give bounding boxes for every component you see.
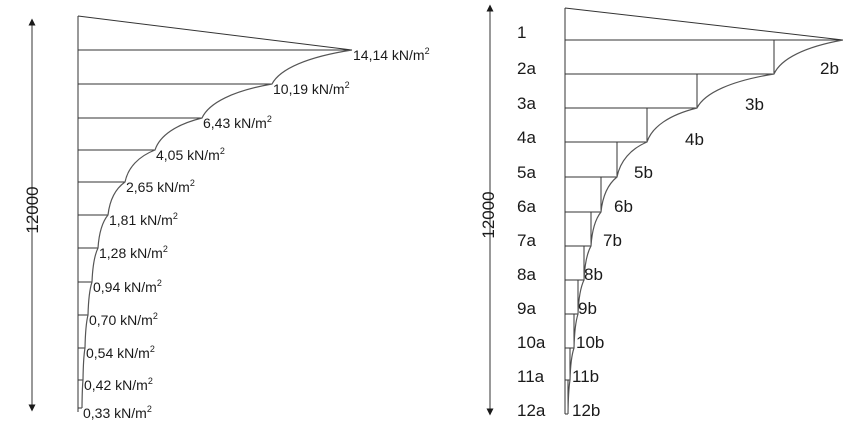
right-row-label: 6a	[517, 197, 536, 216]
left-pressure-curve	[81, 49, 353, 409]
left-value-label: 0,33 kN/m2	[83, 404, 152, 421]
left-value-label: 0,70 kN/m2	[89, 311, 158, 328]
right-dimension-label: 12000	[479, 191, 498, 238]
right-row-label: 5a	[517, 163, 536, 182]
left-value-label: 14,14 kN/m2	[353, 46, 430, 63]
right-row-label: 2a	[517, 59, 536, 78]
left-value-label: 4,05 kN/m2	[156, 146, 225, 163]
right-curve-label: 7b	[603, 231, 622, 250]
right-curve-label: 9b	[578, 299, 597, 318]
right-curve-label: 2b	[820, 59, 839, 78]
left-top-triangle-edge	[77, 15, 353, 51]
right-row-lines	[565, 39, 843, 415]
left-value-label: 0,94 kN/m2	[93, 278, 162, 295]
left-value-label: 10,19 kN/m2	[273, 80, 350, 97]
right-curve-label: 11b	[572, 367, 599, 386]
left-value-label: 1,28 kN/m2	[99, 244, 168, 261]
right-curve-label: 4b	[685, 130, 704, 149]
right-row-label: 12a	[517, 401, 546, 420]
right-row-label: 4a	[517, 128, 536, 147]
left-value-label: 0,42 kN/m2	[84, 376, 153, 393]
left-value-label: 2,65 kN/m2	[126, 178, 195, 195]
right-curve-label: 5b	[634, 163, 653, 182]
right-curve-label: 10b	[576, 333, 604, 352]
left-row-lines	[78, 49, 352, 409]
right-curve-label: 12b	[572, 401, 600, 420]
right-pressure-curve	[567, 39, 843, 415]
right-row-label: 1	[517, 23, 526, 42]
right-row-label: 7a	[517, 231, 536, 250]
right-row-label: 9a	[517, 299, 536, 318]
left-value-label: 6,43 kN/m2	[203, 114, 272, 131]
right-top-triangle-edge	[564, 7, 843, 41]
right-curve-label: 6b	[614, 197, 633, 216]
right-row-label: 3a	[517, 94, 536, 113]
left-value-label: 1,81 kN/m2	[109, 211, 178, 228]
right-curve-label: 8b	[584, 265, 603, 284]
right-row-label: 10a	[517, 333, 546, 352]
right-row-label: 8a	[517, 265, 536, 284]
left-dimension-label: 12000	[23, 186, 42, 233]
left-value-label: 0,54 kN/m2	[86, 344, 155, 361]
right-row-label: 11a	[517, 367, 545, 386]
right-curve-label: 3b	[745, 95, 764, 114]
